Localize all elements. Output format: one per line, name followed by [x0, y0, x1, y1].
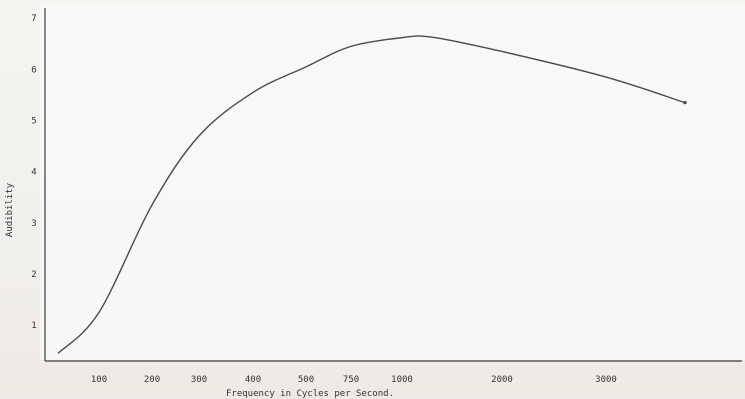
x-tick-label: 500 [298, 375, 314, 385]
y-tick-label: 4 [31, 168, 36, 178]
series-end-point [683, 101, 687, 105]
y-tick-label: 6 [31, 65, 36, 75]
x-tick-label: 100 [91, 375, 107, 385]
x-tick-label: 400 [245, 375, 261, 385]
y-tick-label: 7 [31, 14, 36, 24]
chart-axes [44, 8, 742, 362]
x-tick-label: 3000 [595, 375, 617, 385]
chart-ticks: 1 2 3 4 5 6 7 100 200 300 400 500 750 1000 2000 3000 [31, 14, 617, 385]
x-axis-label: Frequency in Cycles per Second. [226, 389, 394, 399]
x-tick-label: 200 [144, 375, 160, 385]
paper-background [40, 5, 745, 360]
y-tick-label: 2 [31, 270, 36, 280]
series-line [57, 35, 686, 354]
y-tick-label: 5 [31, 117, 36, 127]
x-tick-label: 750 [343, 375, 359, 385]
chart-series [57, 35, 687, 354]
x-tick-label: 2000 [491, 375, 513, 385]
y-tick-label: 3 [31, 219, 36, 229]
y-axis-label: Audibility [5, 182, 15, 237]
x-tick-label: 300 [191, 375, 207, 385]
x-tick-label: 1000 [391, 375, 413, 385]
y-tick-label: 1 [31, 321, 36, 331]
